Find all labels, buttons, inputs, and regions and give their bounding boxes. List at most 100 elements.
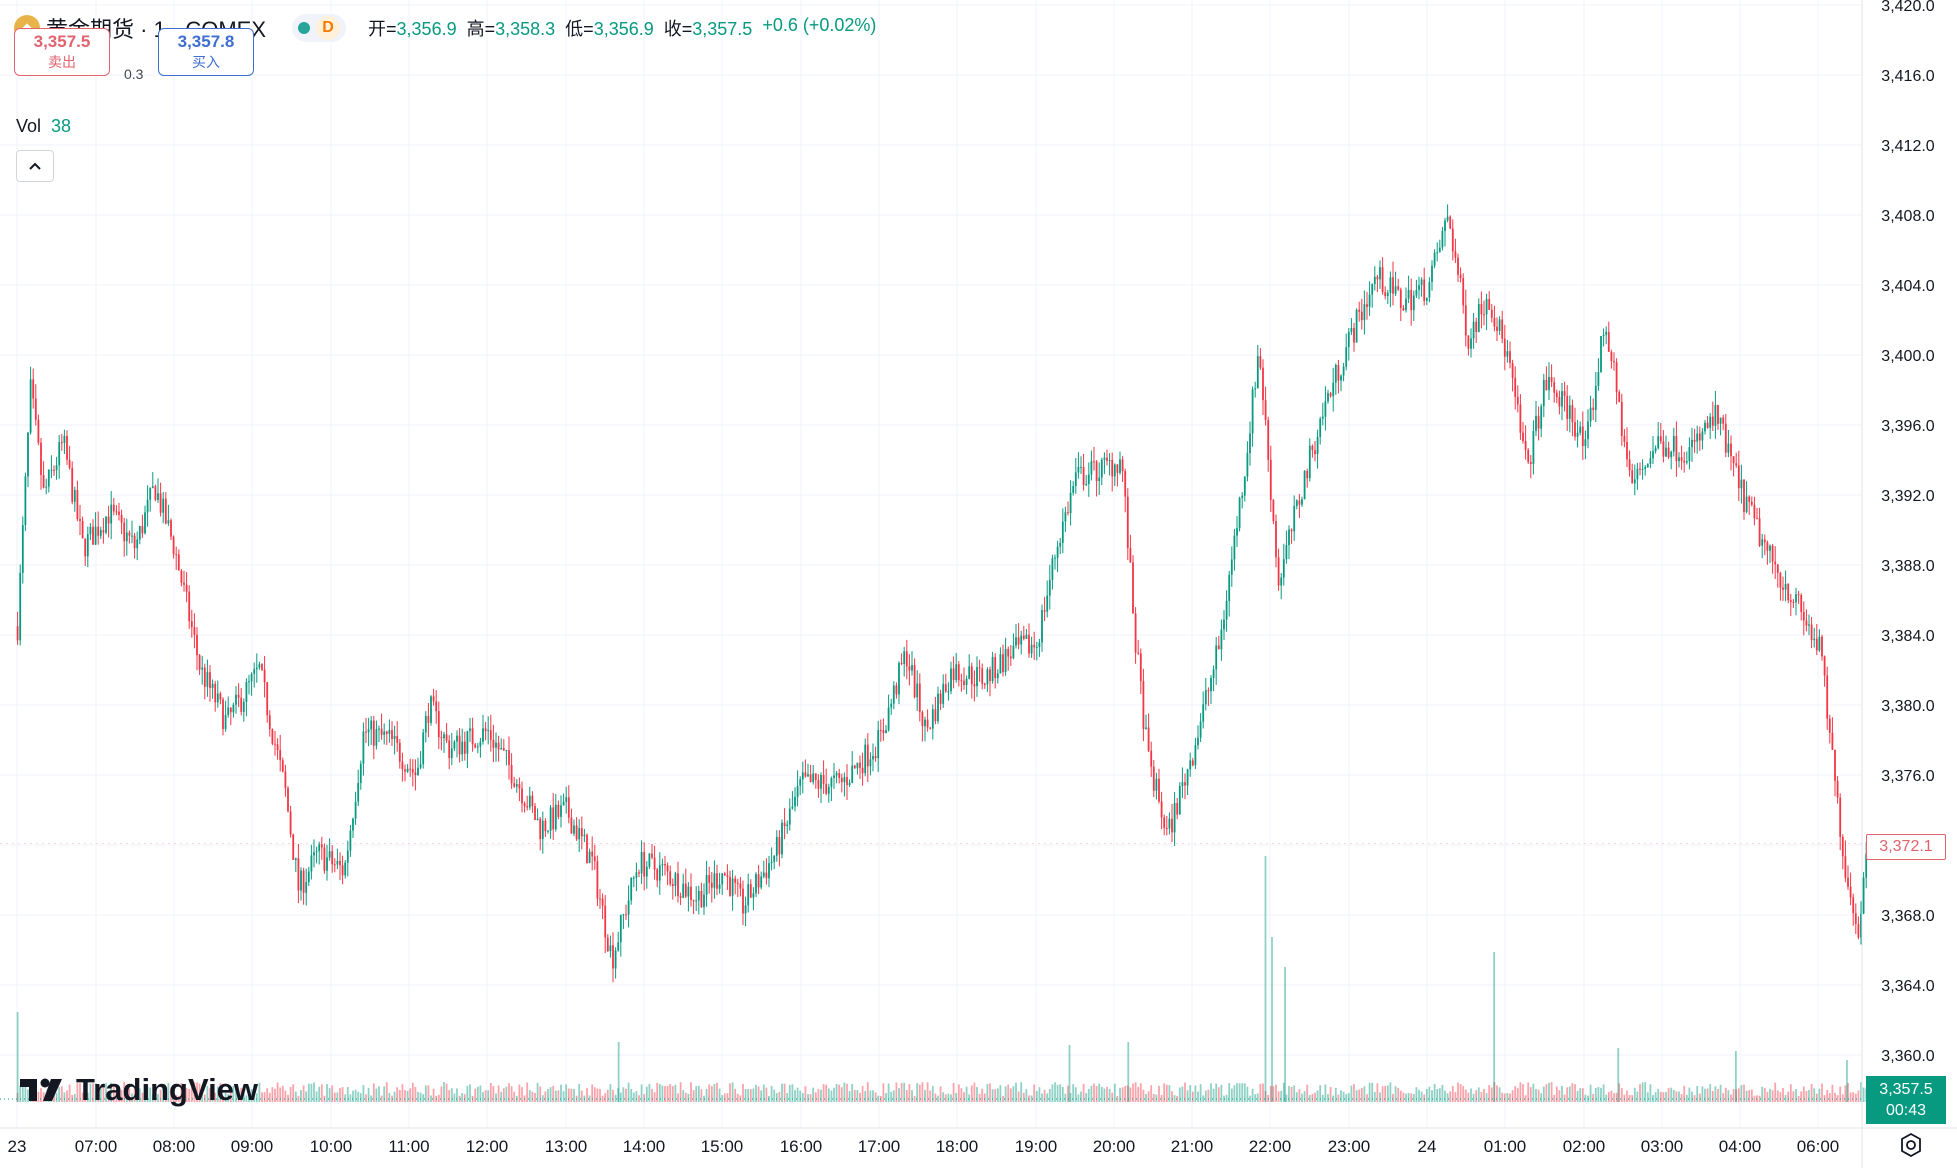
volume-bar bbox=[853, 1089, 856, 1102]
volume-bar bbox=[167, 1083, 170, 1102]
volume-bar bbox=[965, 1086, 968, 1102]
candle-body bbox=[866, 744, 869, 767]
volume-bar bbox=[1152, 1093, 1155, 1102]
volume-legend[interactable]: Vol 38 bbox=[16, 116, 71, 137]
volume-bar bbox=[1373, 1091, 1376, 1102]
volume-bar bbox=[1696, 1086, 1699, 1102]
candle-body bbox=[604, 905, 607, 938]
volume-bar bbox=[151, 1094, 154, 1102]
candle-body bbox=[515, 784, 518, 787]
candle-body bbox=[1298, 500, 1301, 505]
candle-body bbox=[1475, 321, 1478, 332]
volume-value: 38 bbox=[51, 116, 72, 136]
volume-bar bbox=[37, 1091, 40, 1102]
buy-label: 买入 bbox=[192, 54, 220, 70]
candle-body bbox=[1259, 356, 1262, 368]
candle-body bbox=[1779, 572, 1782, 588]
candle-body bbox=[892, 685, 895, 704]
volume-bar bbox=[950, 1094, 952, 1102]
volume-bar bbox=[414, 1086, 417, 1102]
volume-bar bbox=[19, 1085, 22, 1102]
y-tick-label: 3,396.0 bbox=[1881, 418, 1934, 435]
volume-bar bbox=[1186, 1090, 1189, 1102]
candle-body bbox=[1618, 392, 1621, 402]
candle-body bbox=[466, 731, 469, 754]
candle-body bbox=[73, 490, 76, 502]
candle-body bbox=[965, 678, 968, 685]
volume-bar bbox=[383, 1086, 386, 1102]
volume-bar bbox=[1048, 1089, 1051, 1102]
candle-body bbox=[53, 469, 55, 471]
candle-body bbox=[1337, 365, 1340, 381]
candle-body bbox=[827, 786, 830, 794]
volume-bar bbox=[1732, 1089, 1735, 1102]
volume-bar bbox=[1522, 1084, 1524, 1102]
volume-bar bbox=[1082, 1083, 1085, 1102]
candle-body bbox=[1098, 477, 1101, 482]
volume-bar bbox=[643, 1094, 646, 1102]
buy-button[interactable]: 3,357.8 买入 bbox=[158, 28, 254, 76]
candle-body bbox=[367, 729, 370, 733]
volume-bar bbox=[973, 1082, 976, 1102]
candle-body bbox=[1706, 422, 1709, 428]
volume-bar bbox=[825, 1084, 828, 1102]
candle-body bbox=[1519, 404, 1522, 433]
volume-bar bbox=[931, 1086, 934, 1102]
volume-bar bbox=[419, 1092, 422, 1102]
candle-body bbox=[320, 844, 323, 848]
candle-body bbox=[996, 673, 999, 679]
market-status[interactable]: D bbox=[292, 14, 347, 42]
volume-bar bbox=[1217, 1087, 1220, 1102]
volume-bar bbox=[1568, 1086, 1571, 1102]
candle-body bbox=[812, 773, 815, 783]
x-tick-label: 10:00 bbox=[310, 1137, 353, 1156]
volume-bar bbox=[1345, 1094, 1348, 1102]
volume-bar bbox=[112, 1085, 115, 1102]
last-price: 3,357.5 bbox=[1879, 1081, 1933, 1098]
candle-body bbox=[1483, 314, 1485, 316]
volume-bar bbox=[99, 1088, 102, 1102]
candle-body bbox=[79, 519, 81, 522]
candle-body bbox=[1347, 331, 1350, 348]
candle-body bbox=[523, 803, 526, 807]
volume-bar bbox=[1639, 1084, 1641, 1102]
volume-bar bbox=[617, 1088, 620, 1102]
candle-body bbox=[882, 730, 885, 734]
candle-body bbox=[853, 765, 856, 769]
y-tick-label: 3,368.0 bbox=[1881, 908, 1934, 925]
volume-bar bbox=[851, 1083, 854, 1102]
volume-bar bbox=[1098, 1083, 1101, 1102]
candle-body bbox=[830, 777, 833, 787]
tradingview-logo[interactable]: TradingView bbox=[20, 1072, 258, 1108]
volume-bar bbox=[619, 1092, 622, 1102]
candle-body bbox=[1405, 298, 1407, 311]
candle-body bbox=[1644, 466, 1647, 469]
volume-bar bbox=[822, 1084, 825, 1102]
candle-body bbox=[1399, 289, 1402, 308]
candle-body bbox=[1132, 562, 1134, 614]
volume-bar bbox=[601, 1095, 604, 1102]
candle-body bbox=[916, 683, 919, 698]
volume-bar bbox=[235, 1085, 237, 1102]
candle-body bbox=[1662, 441, 1665, 457]
collapse-legend-button[interactable] bbox=[16, 150, 54, 182]
interval-badge[interactable]: D bbox=[316, 16, 341, 40]
sell-button[interactable]: 3,357.5 卖出 bbox=[14, 28, 110, 76]
candle-body bbox=[47, 469, 50, 487]
volume-bar bbox=[89, 1083, 92, 1102]
candle-body bbox=[1756, 518, 1758, 520]
x-tick-label: 12:00 bbox=[466, 1137, 509, 1156]
chart-settings-icon[interactable] bbox=[1898, 1132, 1924, 1158]
candle-body bbox=[924, 719, 926, 727]
volume-bar bbox=[952, 1083, 955, 1102]
candle-body bbox=[55, 465, 58, 471]
candle-body bbox=[89, 526, 92, 535]
y-tick-label: 3,392.0 bbox=[1881, 488, 1934, 505]
volume-bar bbox=[924, 1089, 926, 1102]
candle-body bbox=[606, 937, 609, 952]
candle-body bbox=[1696, 433, 1699, 442]
volume-bar bbox=[1821, 1083, 1823, 1102]
y-tick-label: 3,412.0 bbox=[1881, 138, 1934, 155]
candle-body bbox=[1584, 439, 1587, 447]
